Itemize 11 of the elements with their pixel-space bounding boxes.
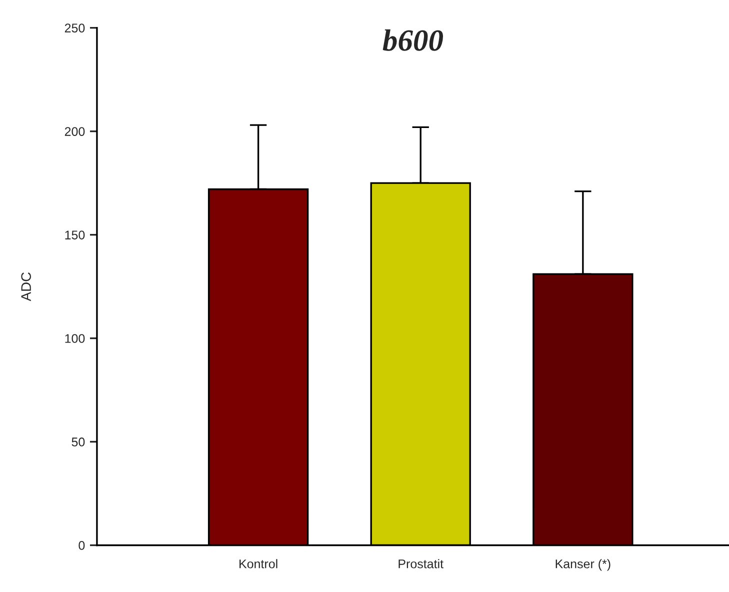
y-tick-label: 200 [64, 127, 85, 136]
y-tick-label: 50 [72, 438, 85, 446]
x-tick-label: Kanser (*) [556, 559, 610, 571]
y-axis-title: ADC [21, 272, 31, 302]
chart-title: b600 [382, 29, 443, 51]
x-tick-label: Prostatit [398, 559, 444, 568]
y-tick-label: 250 [64, 24, 85, 32]
y-tick-label: 0 [78, 541, 85, 550]
y-tick-label: 100 [65, 334, 85, 343]
x-tick-label: Kontrol [240, 559, 278, 568]
y-tick-label: 150 [65, 230, 85, 240]
